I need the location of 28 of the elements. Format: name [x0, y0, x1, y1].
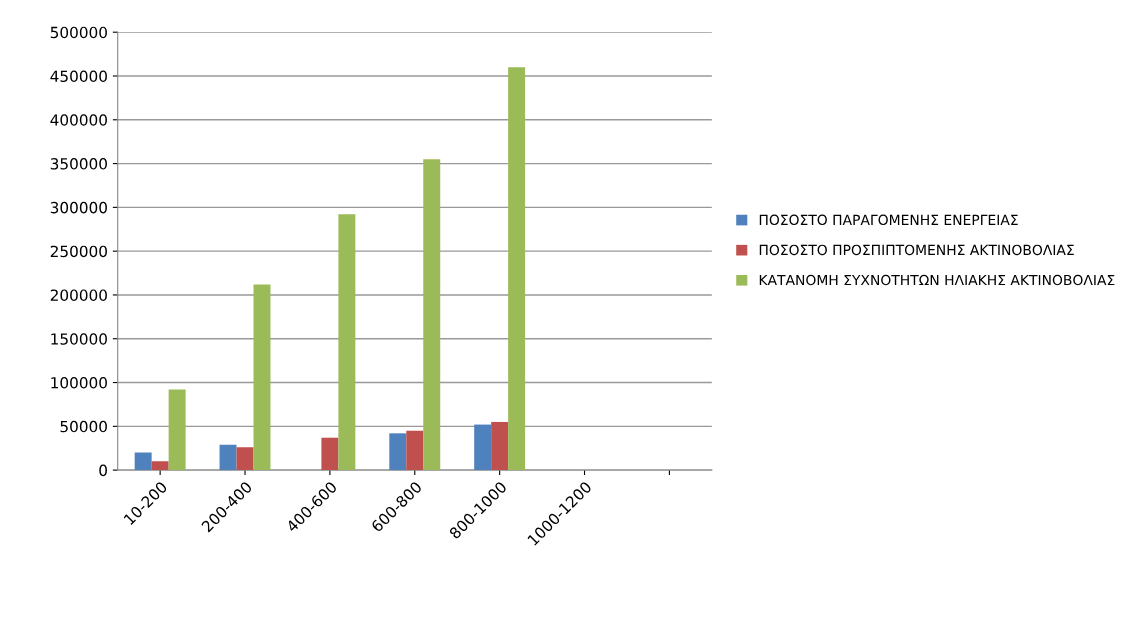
- y-tick-label: 50000: [60, 420, 107, 433]
- y-tick-label: 100000: [51, 377, 107, 389]
- bar: [253, 284, 271, 471]
- bar: [236, 447, 254, 471]
- bar: [338, 214, 356, 471]
- y-tick-label: 450000: [50, 70, 107, 83]
- y-tick-label: 250000: [50, 245, 107, 258]
- y-tick-label: 0: [99, 464, 107, 477]
- y-tick-label: 150000: [51, 333, 107, 345]
- y-tick-label: 200000: [50, 289, 107, 301]
- bar: [151, 461, 169, 471]
- y-tick-label: 350000: [50, 158, 107, 170]
- bar: [508, 67, 526, 471]
- bar: [219, 444, 237, 471]
- bar: [321, 437, 339, 471]
- legend-label: ΠΟΣΟΣΤΟ ΠΑΡΑΓΟΜΕΝΗΣ ΕΝΕΡΓΕΙΑΣ: [759, 214, 1018, 226]
- bar: [491, 421, 509, 471]
- y-tick-label: 300000: [50, 201, 107, 214]
- bar: [474, 424, 492, 471]
- bar: [406, 430, 424, 471]
- y-tick-label: 500000: [50, 26, 107, 39]
- bar: [389, 433, 407, 471]
- legend-label: ΚΑΤΑΝΟΜΗ ΣΥΧΝΟΤΗΤΩΝ ΗΛΙΑΚΗΣ ΑΚΤΙΝΟΒΟΛΙΑΣ: [759, 274, 1115, 286]
- y-tick-label: 400000: [50, 114, 107, 126]
- bar: [134, 452, 152, 471]
- bar: [423, 159, 441, 471]
- legend-label: ΠΟΣΟΣΤΟ ΠΡΟΣΠΙΠΤΟΜΕΝΗΣ ΑΚΤΙΝΟΒΟΛΙΑΣ: [759, 244, 1074, 256]
- bar: [168, 389, 186, 471]
